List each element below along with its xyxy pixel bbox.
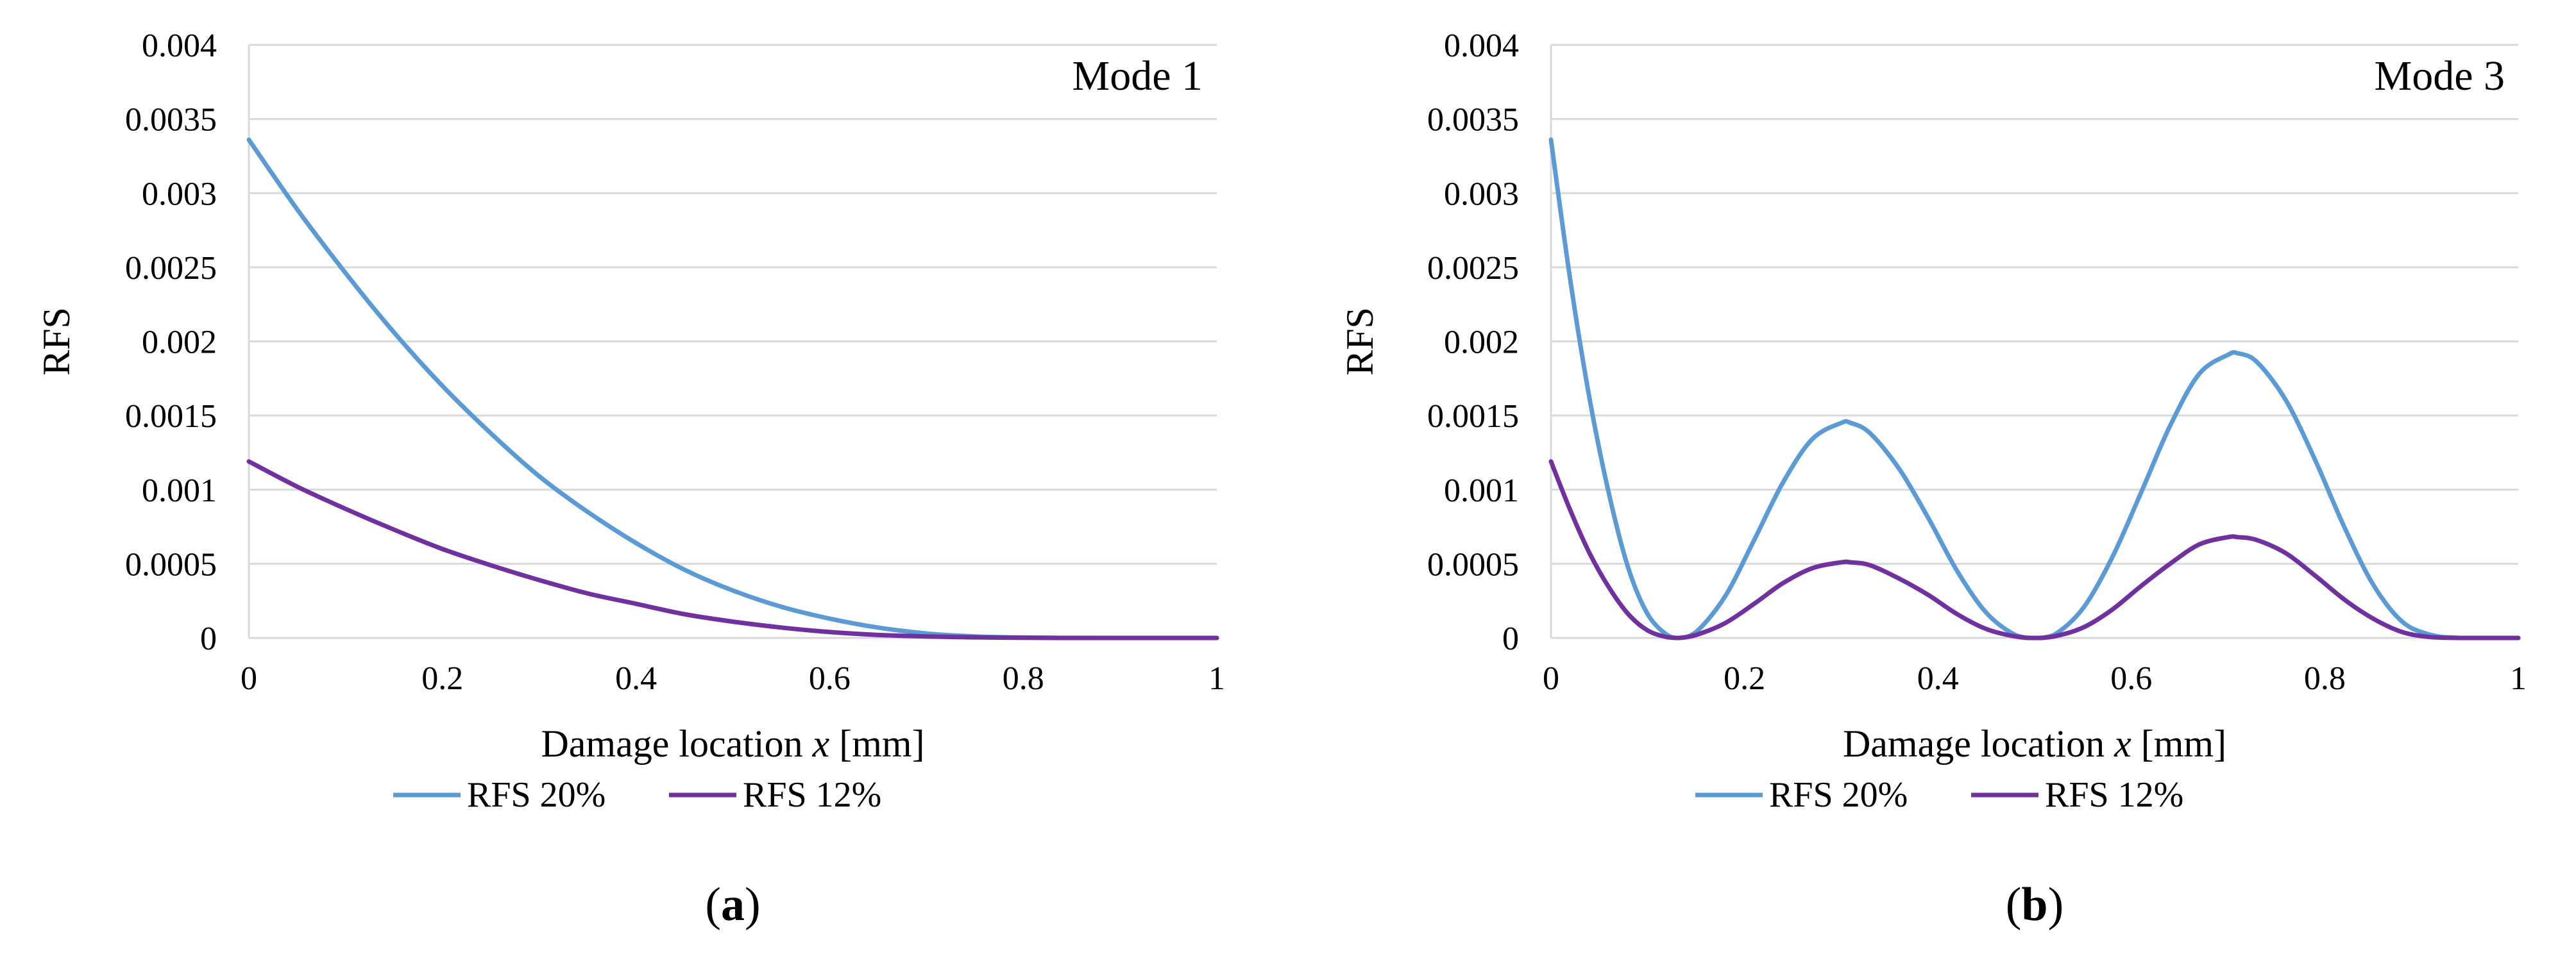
x-tick-label: 0.8 bbox=[2304, 660, 2346, 697]
legend-item-rfs-12: RFS 12% bbox=[669, 775, 881, 815]
x-axis-title-variable: x bbox=[812, 723, 830, 765]
x-tick-label: 0.4 bbox=[615, 660, 657, 697]
legend-item-rfs-12: RFS 12% bbox=[1971, 775, 2183, 815]
y-tick-label: 0.0035 bbox=[1427, 102, 1519, 138]
panel-label-open: ( bbox=[705, 878, 721, 931]
y-tick-label: 0.001 bbox=[1444, 473, 1519, 509]
chart-panel-b: 0 0.0005 0.001 0.0015 0.002 0.0025 0.003 0.0035… bbox=[1339, 28, 2527, 931]
y-tick-label: 0.001 bbox=[142, 473, 217, 509]
y-tick-label: 0.0015 bbox=[125, 398, 217, 435]
legend-item-rfs-20: RFS 20% bbox=[1695, 775, 1908, 815]
legend-label: RFS 20% bbox=[467, 775, 606, 815]
x-tick-label: 0 bbox=[1543, 660, 1559, 697]
x-axis-title-prefix: Damage location bbox=[541, 723, 812, 765]
legend: RFS 20% RFS 12% bbox=[393, 775, 881, 815]
x-tick-label: 0 bbox=[241, 660, 257, 697]
y-tick-label: 0.004 bbox=[142, 28, 217, 64]
y-tick-label: 0.0005 bbox=[1427, 546, 1519, 583]
y-tick-label: 0.004 bbox=[1444, 28, 1519, 64]
legend-label: RFS 20% bbox=[1769, 775, 1908, 815]
panel-label-letter: a bbox=[721, 878, 745, 931]
series-line-rfs-20 bbox=[1548, 137, 2521, 640]
y-axis-title: RFS bbox=[35, 307, 78, 376]
x-axis-title-variable: x bbox=[2114, 723, 2131, 765]
legend-label: RFS 12% bbox=[743, 775, 881, 815]
x-tick-label: 1 bbox=[2510, 660, 2527, 697]
x-tick-label: 0.2 bbox=[421, 660, 463, 697]
panel-label: (b) bbox=[2006, 878, 2063, 931]
x-axis-title-unit: [mm] bbox=[829, 723, 924, 765]
x-tick-label: 1 bbox=[1208, 660, 1225, 697]
panel-label-letter: b bbox=[2021, 878, 2047, 931]
y-axis-title: RFS bbox=[1339, 307, 1381, 376]
legend: RFS 20% RFS 12% bbox=[1695, 775, 2183, 815]
mode-annotation: Mode 1 bbox=[1072, 53, 1203, 99]
series-line-rfs-12 bbox=[1548, 459, 2521, 640]
panel-label-open: ( bbox=[2006, 878, 2022, 931]
x-tick-label: 0.6 bbox=[809, 660, 851, 697]
chart-panel-a: 0 0.0005 0.001 0.0015 0.002 0.0025 0.003 0.0035… bbox=[35, 28, 1225, 931]
panel-label: (a) bbox=[705, 878, 760, 931]
x-tick-label: 0.2 bbox=[1724, 660, 1765, 697]
y-tick-label: 0 bbox=[200, 621, 217, 657]
y-tick-label: 0.002 bbox=[1444, 324, 1519, 361]
x-tick-label: 0.8 bbox=[1003, 660, 1044, 697]
x-axis-title-prefix: Damage location bbox=[1843, 723, 2114, 765]
x-axis-title: Damage location x [mm] bbox=[541, 723, 924, 765]
x-tick-label: 0.6 bbox=[2110, 660, 2152, 697]
y-tick-label: 0.0005 bbox=[125, 546, 217, 583]
series-line-rfs-12 bbox=[246, 459, 1219, 640]
y-tick-label: 0.0025 bbox=[125, 250, 217, 287]
y-tick-label: 0 bbox=[1502, 621, 1519, 657]
panel-label-close: ) bbox=[2048, 878, 2064, 931]
x-tick-label: 0.4 bbox=[1917, 660, 1959, 697]
y-tick-label: 0.0035 bbox=[125, 102, 217, 138]
y-tick-label: 0.003 bbox=[1444, 176, 1519, 212]
x-axis-title: Damage location x [mm] bbox=[1843, 723, 2226, 765]
y-tick-label: 0.0025 bbox=[1427, 250, 1519, 287]
legend-item-rfs-20: RFS 20% bbox=[393, 775, 606, 815]
mode-annotation: Mode 3 bbox=[2375, 53, 2505, 99]
y-tick-label: 0.0015 bbox=[1427, 398, 1519, 435]
x-axis-title-unit: [mm] bbox=[2131, 723, 2226, 765]
panel-label-close: ) bbox=[745, 878, 761, 931]
y-tick-label: 0.002 bbox=[142, 324, 217, 361]
legend-label: RFS 12% bbox=[2045, 775, 2183, 815]
y-tick-label: 0.003 bbox=[142, 176, 217, 212]
